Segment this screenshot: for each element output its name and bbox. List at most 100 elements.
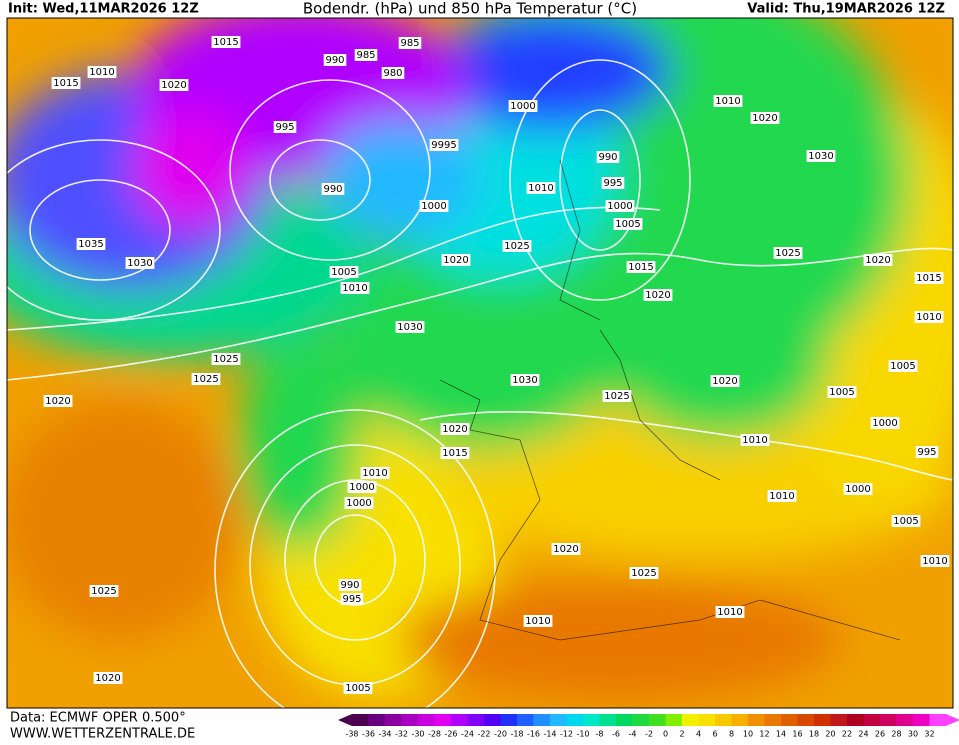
legend-label: -38	[345, 730, 358, 739]
isobar-label-box	[502, 240, 532, 252]
legend-label: 16	[792, 730, 802, 739]
legend-label: -22	[477, 730, 490, 739]
legend-swatch	[830, 714, 847, 726]
legend-swatch	[896, 714, 913, 726]
isobar-label: 9995	[431, 140, 456, 151]
isobar-label-box	[643, 289, 673, 301]
isobar-label: 1020	[752, 113, 777, 124]
legend-label: -10	[576, 730, 589, 739]
isobar-label: 1025	[213, 354, 238, 365]
legend-swatch	[748, 714, 765, 726]
isobar-label: 1025	[775, 248, 800, 259]
init-time: Init: Wed,11MAR2026 12Z	[8, 2, 199, 17]
isobar-label-box	[915, 446, 939, 458]
map-frame	[6, 17, 954, 709]
isobar-label: 1020	[645, 290, 670, 301]
legend-label: 10	[743, 730, 753, 739]
isobar-label-box	[125, 257, 155, 269]
legend-swatch	[929, 714, 946, 726]
isobar-label: 1010	[717, 607, 742, 618]
isobar-label: 1010	[742, 435, 767, 446]
isobar-label-box	[508, 100, 538, 112]
isobar-label-box	[89, 585, 119, 597]
legend-label: 20	[825, 730, 835, 739]
isobar-label-box	[441, 254, 471, 266]
legend-label: 8	[729, 730, 734, 739]
isobar-label: 1000	[607, 201, 632, 212]
legend-label: -30	[411, 730, 424, 739]
legend-label: -20	[494, 730, 507, 739]
isobar-label: 1010	[525, 616, 550, 627]
legend-label: -2	[645, 730, 653, 739]
legend-swatch	[583, 714, 600, 726]
data-source: Data: ECMWF OPER 0.500°	[10, 711, 186, 726]
temperature-field	[7, 18, 953, 708]
legend-swatch	[863, 714, 880, 726]
isobar-label-box	[863, 254, 893, 266]
map-title: Bodendr. (hPa) und 850 hPa Temperatur (°…	[303, 0, 637, 18]
legend-label: 32	[924, 730, 934, 739]
isobar-label: 990	[325, 55, 344, 66]
isobar-label-box	[323, 54, 347, 66]
isobar-label-box	[740, 434, 770, 446]
isobar-label-box	[338, 579, 362, 591]
isobar-label-box	[76, 238, 106, 250]
isobar-label: 995	[342, 594, 361, 605]
isobar-label: 1025	[91, 586, 116, 597]
legend-label: -12	[560, 730, 573, 739]
isobar-label-box	[827, 386, 857, 398]
legend-swatch	[797, 714, 814, 726]
isobar-label: 1020	[161, 80, 186, 91]
isobar-label: 995	[917, 447, 936, 458]
legend-swatch	[418, 714, 435, 726]
legend-swatch	[665, 714, 682, 726]
legend-swatch	[434, 714, 451, 726]
isobar-label: 985	[400, 38, 419, 49]
isobar-label: 1010	[362, 468, 387, 479]
legend-swatch	[715, 714, 732, 726]
legend-label: -16	[527, 730, 540, 739]
isobar-label-box	[602, 390, 632, 402]
isobar-label-box	[429, 139, 459, 151]
legend-swatch	[616, 714, 633, 726]
legend-swatch	[566, 714, 583, 726]
isobar-label-box	[159, 79, 189, 91]
legend-label: 4	[696, 730, 701, 739]
isobar-label: 990	[340, 580, 359, 591]
isobar-label-box	[626, 261, 656, 273]
isobar-label: 990	[598, 152, 617, 163]
legend-swatch	[847, 714, 864, 726]
isobar-label: 1000	[349, 482, 374, 493]
legend-label: 2	[679, 730, 684, 739]
legend-label: -18	[510, 730, 523, 739]
isobar-label: 1020	[442, 424, 467, 435]
legend-label: -32	[395, 730, 408, 739]
isobar-label: 1020	[443, 255, 468, 266]
isobar-label: 1005	[893, 516, 918, 527]
legend-swatch	[682, 714, 699, 726]
website: WWW.WETTERZENTRALE.DE	[10, 727, 195, 742]
legend-swatch	[781, 714, 798, 726]
isobar-label: 1030	[512, 375, 537, 386]
isobar-label: 1030	[127, 258, 152, 269]
legend-swatch	[352, 714, 369, 726]
legend-swatch	[731, 714, 748, 726]
legend-swatch	[401, 714, 418, 726]
legend-swatch	[500, 714, 517, 726]
legend-swatch	[632, 714, 649, 726]
isobar-label-box	[340, 282, 370, 294]
legend-label: -14	[543, 730, 556, 739]
isobar-label-box	[710, 375, 740, 387]
isobar-label-box	[750, 112, 780, 124]
isobar-label-box	[891, 515, 921, 527]
isobar-label-box	[347, 481, 377, 493]
isobar-label: 1020	[553, 544, 578, 555]
legend-label: 28	[891, 730, 901, 739]
legend-label: 14	[776, 730, 786, 739]
isobar-label: 1015	[442, 448, 467, 459]
legend-label: -34	[378, 730, 391, 739]
isobar-label: 1035	[78, 239, 103, 250]
isobar-label-box	[381, 67, 405, 79]
legend-swatch	[764, 714, 781, 726]
isobar-label: 990	[323, 184, 342, 195]
